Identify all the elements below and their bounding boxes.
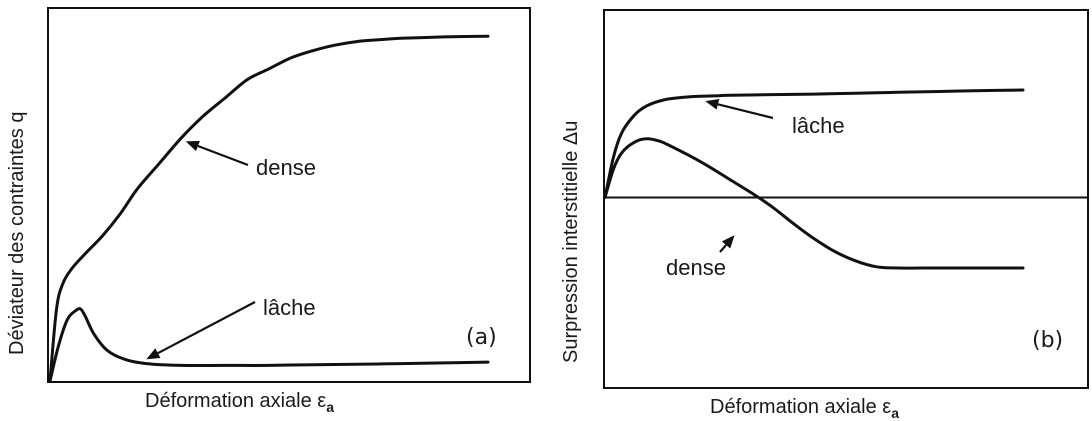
chart-a-label-dense: dense (256, 155, 316, 180)
chart-b-xlabel-text: Déformation axiale ε (710, 396, 892, 418)
chart-b-frame (603, 9, 1089, 389)
series-line-lache (603, 88, 1025, 199)
chart-b-svg (603, 9, 1089, 389)
chart-a-curves (48, 34, 490, 383)
chart-b-curves (603, 88, 1025, 270)
chart-panel-b: Surpression interstitielle Δu Déformatio… (548, 0, 1092, 421)
chart-b-panel-tag: (b) (1032, 328, 1064, 353)
annotation-arrow-line (717, 103, 774, 120)
annotation-arrow-head (146, 348, 161, 360)
series-line-dense (48, 34, 490, 383)
chart-b-label-lache: lâche (792, 113, 845, 138)
annotation-arrow-head (721, 235, 735, 249)
annotation-arrow-head (705, 98, 720, 110)
chart-b-ylabel: Surpression interstitielle Δu (560, 120, 582, 363)
chart-a-xlabel-sub: a (326, 399, 335, 415)
chart-b-arrows (705, 98, 774, 253)
chart-b-label-dense: dense (666, 255, 726, 280)
chart-a-frame (47, 7, 531, 383)
chart-a-arrows (146, 140, 256, 360)
annotation-arrow-line (719, 244, 727, 253)
annotation-arrow-line (197, 144, 249, 167)
series-line-dense (603, 137, 1025, 270)
annotation-arrow-line (157, 301, 256, 355)
chart-a-ylabel: Déviateur des contraintes q (6, 111, 28, 355)
chart-a-svg (47, 7, 531, 383)
annotation-arrow-head (185, 140, 200, 152)
chart-a-xlabel: Déformation axiale εa (145, 390, 334, 415)
chart-b-xlabel-sub: a (891, 405, 900, 421)
chart-b-xlabel: Déformation axiale εa (710, 396, 899, 421)
chart-a-label-lache: lâche (263, 295, 316, 320)
chart-a-xlabel-text: Déformation axiale ε (145, 390, 327, 412)
chart-panel-a: Déviateur des contraintes q Déformation … (0, 0, 540, 421)
series-line-lache (48, 307, 490, 383)
chart-a-panel-tag: (a) (466, 325, 497, 350)
